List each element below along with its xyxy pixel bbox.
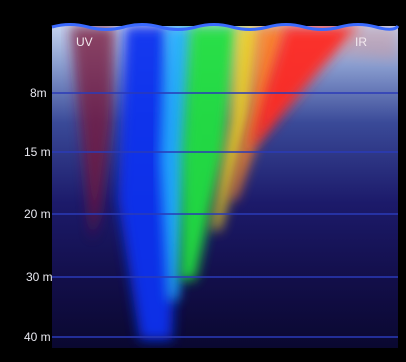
ir-haze (340, 26, 398, 60)
uv-band (70, 26, 115, 240)
uv-label: UV (76, 35, 93, 49)
depth-label: 40 m (24, 330, 51, 344)
green-band (180, 26, 238, 280)
water-surface (51, 23, 400, 31)
depth-label: 20 m (24, 207, 51, 221)
yellow-band (212, 26, 262, 230)
depth-markers: 8m 15 m 20 m 30 m 40 m (24, 86, 398, 344)
depth-label: 8m (30, 86, 47, 100)
red-band (250, 26, 360, 150)
depth-label: 15 m (24, 145, 51, 159)
depth-label: 30 m (26, 270, 53, 284)
ir-label: IR (355, 35, 367, 49)
